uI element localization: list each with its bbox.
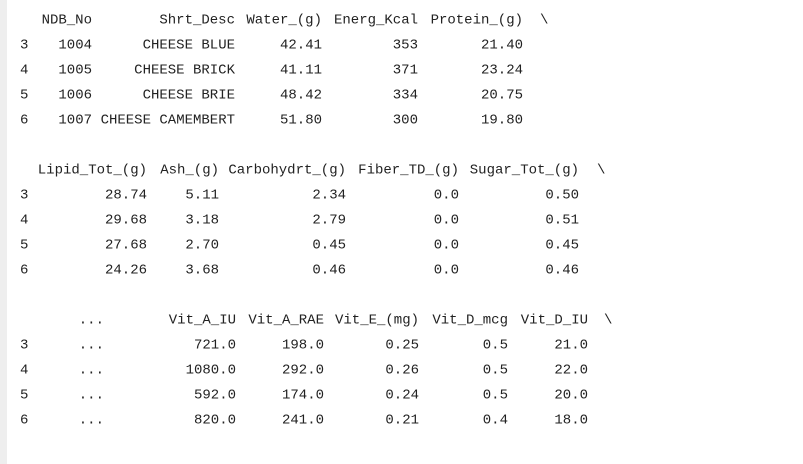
cell: 2.79 <box>312 213 346 229</box>
cell: CHEESE BRICK <box>134 63 235 79</box>
cell: 174.0 <box>282 388 324 404</box>
cell: ... <box>79 413 104 429</box>
column-header: Protein_(g) <box>431 13 523 29</box>
row-index: 4 <box>20 363 28 379</box>
cell: 0.5 <box>483 388 508 404</box>
cell: 19.80 <box>481 113 523 129</box>
cell: 0.46 <box>545 263 579 279</box>
cell: 23.24 <box>481 63 523 79</box>
cell: CHEESE BLUE <box>143 38 235 54</box>
row-index: 6 <box>20 413 28 429</box>
column-header: NDB_No <box>42 13 92 29</box>
column-header: Water_(g) <box>246 13 322 29</box>
cell: CHEESE BRIE <box>143 88 235 104</box>
row-index: 5 <box>20 388 28 404</box>
cell: 371 <box>393 63 418 79</box>
cell: 0.0 <box>434 213 459 229</box>
row-index: 6 <box>20 263 28 279</box>
row-index: 4 <box>20 63 28 79</box>
cell: 0.46 <box>312 263 346 279</box>
cell: 51.80 <box>280 113 322 129</box>
row-index: 5 <box>20 238 28 254</box>
row-index: 5 <box>20 88 28 104</box>
cell: 42.41 <box>280 38 322 54</box>
column-header: Vit_E_(mg) <box>335 313 419 329</box>
cell: 3.68 <box>185 263 219 279</box>
cell: 300 <box>393 113 418 129</box>
row-index: 4 <box>20 213 28 229</box>
cell: 29.68 <box>105 213 147 229</box>
left-gutter <box>0 0 7 464</box>
column-header: Energ_Kcal <box>334 13 418 29</box>
continuation-mark: \ <box>540 13 548 29</box>
cell: 20.75 <box>481 88 523 104</box>
cell: 41.11 <box>280 63 322 79</box>
column-header: Lipid_Tot_(g) <box>38 163 147 179</box>
row-index: 3 <box>20 38 28 54</box>
cell: 721.0 <box>194 338 236 354</box>
cell: 0.0 <box>434 188 459 204</box>
row-index: 3 <box>20 188 28 204</box>
row-index: 6 <box>20 113 28 129</box>
cell: 1006 <box>58 88 92 104</box>
cell: 0.0 <box>434 263 459 279</box>
cell: 820.0 <box>194 413 236 429</box>
column-header: Shrt_Desc <box>159 13 235 29</box>
cell: 0.5 <box>483 363 508 379</box>
cell: ... <box>79 338 104 354</box>
cell: 0.26 <box>385 363 419 379</box>
column-header: Fiber_TD_(g) <box>358 163 459 179</box>
continuation-mark: \ <box>604 313 612 329</box>
column-header: Vit_D_mcg <box>432 313 508 329</box>
cell: 3.18 <box>185 213 219 229</box>
cell: 1007 <box>58 113 92 129</box>
cell: 292.0 <box>282 363 324 379</box>
column-header: Vit_A_RAE <box>248 313 324 329</box>
cell: 0.45 <box>312 238 346 254</box>
cell: 241.0 <box>282 413 324 429</box>
cell: 21.40 <box>481 38 523 54</box>
cell: 24.26 <box>105 263 147 279</box>
cell: ... <box>79 388 104 404</box>
cell: 0.50 <box>545 188 579 204</box>
column-header: Ash_(g) <box>160 163 219 179</box>
cell: 0.21 <box>385 413 419 429</box>
cell: 1004 <box>58 38 92 54</box>
cell: 592.0 <box>194 388 236 404</box>
column-header: ... <box>79 313 104 329</box>
cell: 0.5 <box>483 338 508 354</box>
cell: 0.51 <box>545 213 579 229</box>
cell: 27.68 <box>105 238 147 254</box>
cell: 18.0 <box>554 413 588 429</box>
cell: 2.70 <box>185 238 219 254</box>
cell: ... <box>79 363 104 379</box>
row-index: 3 <box>20 338 28 354</box>
cell: 5.11 <box>185 188 219 204</box>
column-header: Vit_A_IU <box>169 313 236 329</box>
cell: 0.24 <box>385 388 419 404</box>
cell: 1080.0 <box>186 363 236 379</box>
cell: 21.0 <box>554 338 588 354</box>
column-header: Vit_D_IU <box>521 313 588 329</box>
cell: 0.4 <box>483 413 508 429</box>
cell: 2.34 <box>312 188 346 204</box>
column-header: Sugar_Tot_(g) <box>470 163 579 179</box>
cell: 0.0 <box>434 238 459 254</box>
cell: 20.0 <box>554 388 588 404</box>
cell: 22.0 <box>554 363 588 379</box>
cell: 48.42 <box>280 88 322 104</box>
cell: 198.0 <box>282 338 324 354</box>
cell: CHEESE CAMEMBERT <box>101 113 235 129</box>
cell: 0.45 <box>545 238 579 254</box>
continuation-mark: \ <box>597 163 605 179</box>
cell: 334 <box>393 88 418 104</box>
cell: 1005 <box>58 63 92 79</box>
cell: 28.74 <box>105 188 147 204</box>
cell: 353 <box>393 38 418 54</box>
cell: 0.25 <box>385 338 419 354</box>
column-header: Carbohydrt_(g) <box>228 163 346 179</box>
